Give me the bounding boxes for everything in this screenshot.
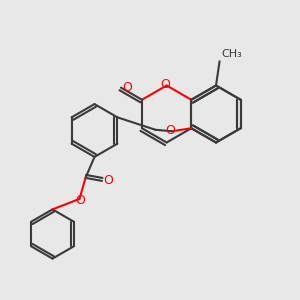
Text: O: O <box>160 77 170 91</box>
Text: O: O <box>75 194 85 207</box>
Text: O: O <box>165 124 175 137</box>
Text: O: O <box>103 174 113 188</box>
Text: O: O <box>122 81 132 94</box>
Text: CH₃: CH₃ <box>221 49 242 59</box>
